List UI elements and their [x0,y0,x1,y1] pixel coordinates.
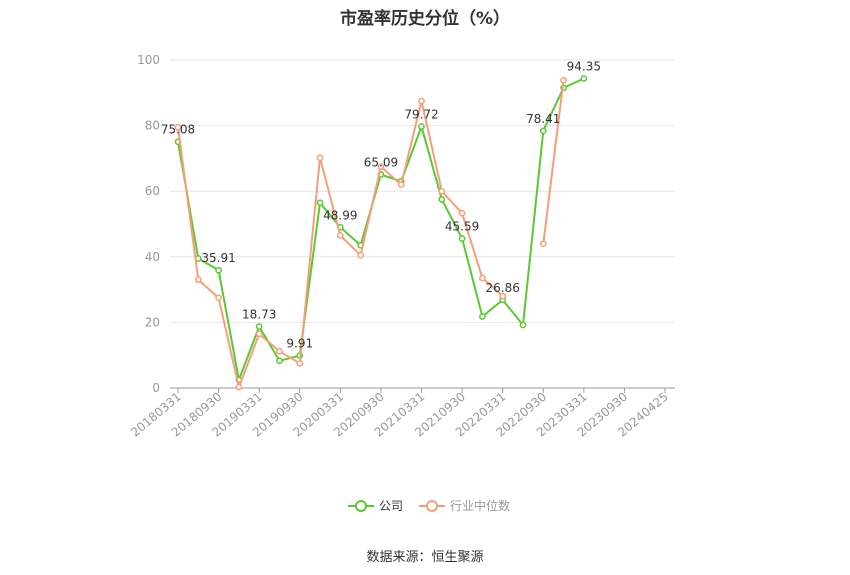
data-point [215,294,222,302]
series-line-1 [542,80,565,244]
y-tick-label: 40 [145,250,160,264]
data-point [296,360,304,367]
data-point [255,330,263,338]
data-point [276,347,283,355]
legend-label: 行业中位数 [450,498,510,513]
data-point [174,123,182,131]
legend-marker [426,500,438,512]
data-point [438,196,446,203]
legend-label: 公司 [379,499,403,513]
data-point [418,97,425,105]
data-point [377,163,385,170]
data-label: 75.08 [161,123,195,137]
data-point [560,76,567,84]
source-note: 数据来源：恒生聚源 [366,550,484,565]
data-point [438,187,446,195]
y-tick-label: 60 [145,184,160,198]
y-tick-label: 100 [137,53,160,67]
data-label: 48.99 [323,208,357,222]
data-point [479,313,486,320]
data-point [458,235,466,242]
data-point [357,251,364,259]
data-label: 9.91 [286,336,313,350]
data-point [479,274,486,282]
data-point [519,321,527,329]
y-tick-label: 20 [145,315,160,329]
data-point [539,127,547,135]
data-label: 65.09 [364,156,398,170]
data-point [336,232,344,239]
data-point [458,209,466,217]
data-point [499,292,507,300]
data-point [316,199,324,207]
data-point [418,123,425,130]
data-point [316,154,324,162]
y-tick-label: 80 [145,119,160,133]
data-point [255,323,263,330]
data-point [235,383,243,391]
data-label: 45.59 [445,219,479,233]
data-label: 94.35 [567,60,601,74]
y-tick-label: 0 [152,381,160,395]
legend-marker [355,500,367,512]
series-line-0 [177,77,585,381]
series-line-1 [177,100,504,388]
data-point [397,181,405,188]
data-point [276,357,283,365]
data-label: 79.72 [404,108,438,122]
data-label: 26.86 [485,281,519,295]
data-label: 78.41 [526,112,560,126]
data-point [194,276,202,284]
data-label: 18.73 [242,308,276,322]
data-point [539,240,547,248]
data-point [580,75,588,82]
chart-title: 市盈率历史分位（%） [339,9,511,29]
data-point [215,266,222,274]
data-label: 35.91 [201,251,235,265]
